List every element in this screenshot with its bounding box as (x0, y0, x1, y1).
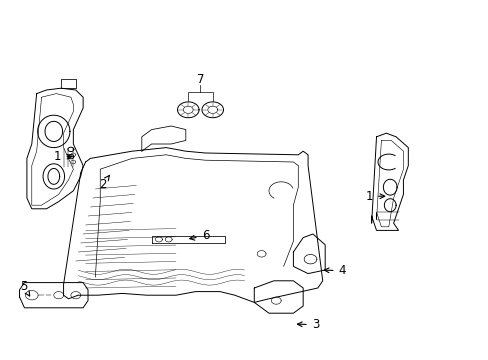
Text: 3: 3 (297, 318, 319, 331)
Text: 7: 7 (196, 73, 204, 86)
Text: 2: 2 (99, 175, 109, 191)
Text: 4: 4 (324, 264, 346, 277)
Text: 5: 5 (20, 280, 30, 296)
Text: 1: 1 (54, 150, 72, 163)
Text: 6: 6 (189, 229, 209, 242)
Text: 1: 1 (365, 190, 384, 203)
